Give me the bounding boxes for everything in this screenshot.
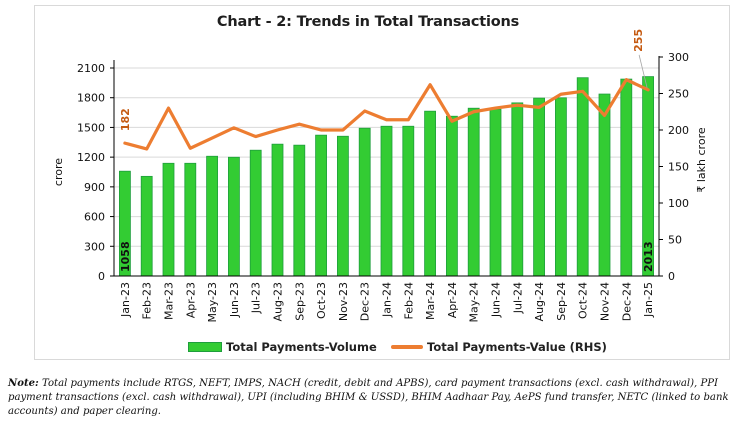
right-axis-tick-label: 50	[668, 234, 682, 247]
x-axis-tick-label: Mar-24	[424, 282, 437, 320]
line-data-label: 182	[119, 108, 132, 131]
left-axis-tick-label: 900	[84, 181, 105, 194]
bar-data-label: 1058	[119, 241, 132, 272]
right-axis-tick-label: 0	[668, 270, 675, 283]
legend-value-label: Total Payments-Value (RHS)	[427, 340, 607, 354]
x-axis-tick-label: Dec-24	[620, 282, 633, 321]
x-axis-tick-label: Dec-23	[359, 282, 372, 321]
legend: Total Payments-Volume Total Payments-Val…	[0, 338, 736, 358]
bar-nov-24	[598, 93, 611, 277]
bar-jun-24	[489, 108, 502, 277]
x-axis-tick-label: May-23	[206, 282, 219, 323]
bar-may-24	[467, 107, 480, 277]
bar-may-23	[206, 155, 219, 277]
x-axis-tick-label: Jun-23	[228, 282, 241, 318]
x-axis-tick-label: Mar-23	[163, 282, 176, 320]
footnote-text: Total payments include RTGS, NEFT, IMPS,…	[8, 378, 729, 417]
bar-jul-24	[511, 102, 524, 277]
legend-line-swatch	[391, 345, 423, 349]
bar-feb-24	[402, 125, 415, 277]
bar-nov-23	[336, 135, 349, 277]
x-axis-tick-label: Apr-23	[184, 282, 197, 318]
left-axis-tick-label: 1800	[77, 92, 105, 105]
left-axis-tick-label: 1500	[77, 121, 105, 134]
chart-title: Chart - 2: Trends in Total Transactions	[216, 14, 520, 30]
bar-oct-23	[315, 134, 328, 277]
data-label-leader-line	[638, 54, 648, 88]
legend-item-volume: Total Payments-Volume	[188, 340, 377, 354]
x-axis-tick-label: Sep-23	[293, 282, 306, 321]
left-axis-tick-label: 600	[84, 211, 105, 224]
bar-jun-23	[227, 156, 240, 277]
bar-aug-23	[271, 143, 284, 277]
bar-mar-24	[424, 110, 437, 277]
left-axis-tick-label: 2100	[77, 62, 105, 75]
bar-dec-23	[358, 127, 371, 277]
line-data-label: 255	[632, 29, 645, 52]
x-axis-tick-label: Feb-24	[402, 282, 415, 319]
left-axis-tick-label: 300	[84, 240, 105, 253]
x-axis-tick-label: Jan-24	[381, 282, 394, 318]
bar-feb-23	[140, 175, 153, 277]
x-axis-tick-label: May-24	[468, 282, 481, 323]
footnote-prefix: Note:	[8, 378, 39, 389]
bar-jan-24	[380, 125, 393, 277]
x-axis-tick-label: Sep-24	[555, 282, 568, 321]
x-axis-tick-label: Nov-24	[599, 282, 612, 321]
right-axis-tick-label: 300	[668, 51, 689, 64]
legend-volume-label: Total Payments-Volume	[226, 340, 377, 354]
bar-data-label: 2013	[642, 241, 655, 272]
x-axis-tick-label: Oct-23	[315, 282, 328, 319]
x-axis-tick-label: Feb-23	[141, 282, 154, 319]
x-axis-tick-label: Aug-23	[272, 282, 285, 321]
bar-apr-23	[184, 162, 197, 277]
legend-item-value: Total Payments-Value (RHS)	[391, 340, 607, 354]
right-axis-tick-label: 100	[668, 197, 689, 210]
left-axis-title: crore	[52, 158, 65, 186]
right-axis-title: ₹ lakh crore	[695, 127, 708, 192]
x-axis-tick-label: Jan-23	[119, 282, 132, 318]
x-axis-tick-label: Oct-24	[577, 282, 590, 319]
x-axis-tick-label: Jun-24	[490, 282, 503, 318]
x-axis-tick-label: Jul-24	[511, 282, 524, 314]
bar-sep-23	[293, 144, 306, 277]
bar-mar-23	[162, 162, 175, 277]
chart-plot: 0 300 600 900 1200 1500 1800 2100 0 50 100 150 200 25…	[52, 29, 708, 323]
legend-bar-swatch	[188, 342, 222, 352]
x-axis-tick-label: Nov-23	[337, 282, 350, 321]
bar-aug-24	[533, 97, 545, 277]
footnote: Note: Total payments include RTGS, NEFT,…	[8, 377, 732, 419]
x-axis-tick-label: Aug-24	[533, 282, 546, 321]
bar-apr-24	[445, 115, 458, 277]
left-axis-tick-label: 0	[98, 270, 105, 283]
left-axis-tick-label: 1200	[77, 151, 105, 164]
x-axis-tick-label: Jan-25	[642, 282, 655, 318]
right-axis-tick-label: 250	[668, 88, 689, 101]
x-axis-tick-label: Jul-23	[250, 282, 263, 314]
bar-dec-24	[620, 78, 633, 277]
x-axis-tick-label: Apr-24	[446, 282, 459, 318]
right-axis-tick-label: 150	[668, 161, 689, 174]
bar-sep-24	[555, 97, 567, 277]
right-axis-tick-label: 200	[668, 124, 689, 137]
bar-jul-23	[249, 149, 262, 277]
bar-oct-24	[576, 77, 589, 277]
